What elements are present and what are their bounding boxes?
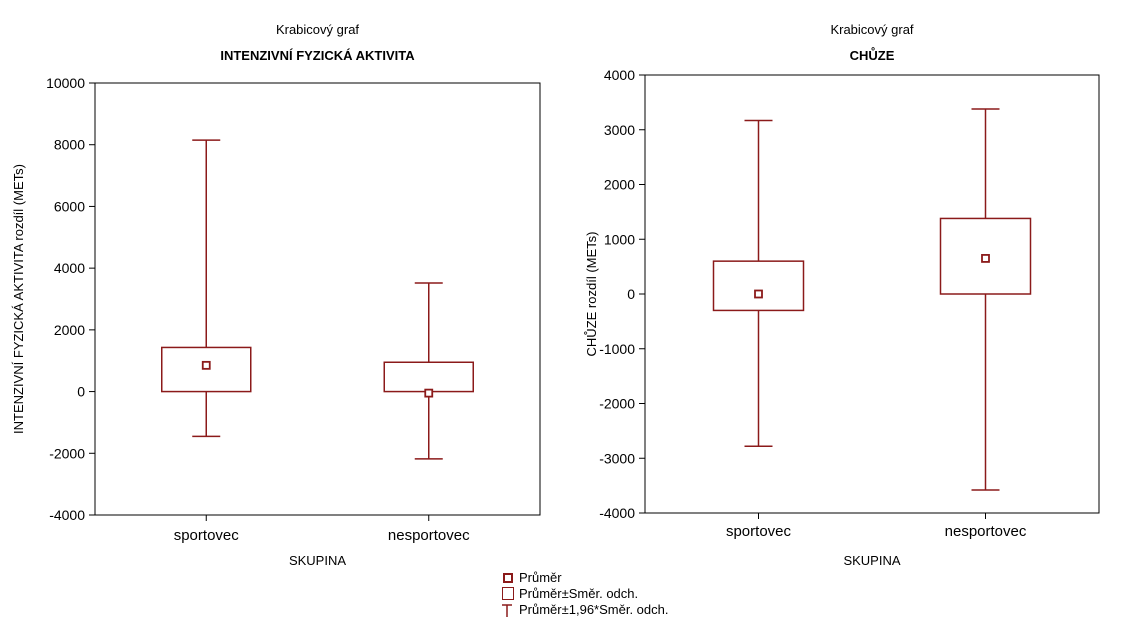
chart-subtitle: CHŮZE <box>850 47 895 63</box>
mean-marker-icon <box>500 571 514 585</box>
y-tick-label: 6000 <box>54 198 85 214</box>
y-tick-label: 4000 <box>54 260 85 276</box>
y-tick-label: -3000 <box>599 450 635 466</box>
legend-label-box: Průměr±Směr. odch. <box>519 586 639 601</box>
y-axis-label: CHŮZE rozdíl (METs) <box>584 232 599 357</box>
legend-label-whisker: Průměr±1,96*Směr. odch. <box>519 602 669 617</box>
mean-marker <box>424 388 434 398</box>
y-tick-label: 0 <box>627 286 635 302</box>
legend-label-mean: Průměr <box>519 570 562 585</box>
y-tick-label: -1000 <box>599 341 635 357</box>
chart-subtitle: INTENZIVNÍ FYZICKÁ AKTIVITA <box>220 48 415 63</box>
chart-title: Krabicový graf <box>276 22 359 37</box>
y-tick-label: 3000 <box>604 122 635 138</box>
chart-title: Krabicový graf <box>830 22 913 37</box>
legend-item-box: Průměr±Směr. odch. <box>500 586 760 602</box>
mean-marker <box>754 289 763 299</box>
y-tick-label: -4000 <box>49 507 85 523</box>
whisker-icon <box>500 603 514 617</box>
legend: Průměr Průměr±Směr. odch. Průměr±1,96*Sm… <box>500 570 760 620</box>
x-tick-label: sportovec <box>174 527 240 544</box>
y-tick-label: -4000 <box>599 505 635 521</box>
y-tick-label: 10000 <box>46 75 85 91</box>
chart-panel-chuze: Krabicový graf CHŮZE -4000 -3000 -2000 -1000 0… <box>568 8 1108 610</box>
x-tick-label: nesportovec <box>945 523 1027 540</box>
y-tick-label: 0 <box>77 384 85 400</box>
plot-frame <box>94 82 541 516</box>
x-tick-label: sportovec <box>726 523 792 540</box>
y-tick-label: 4000 <box>604 67 635 83</box>
y-tick-label: 8000 <box>54 137 85 153</box>
mean-marker <box>981 254 990 263</box>
chart-panel-intenzivni: Krabicový graf INTENZIVNÍ FYZICKÁ AKTIVIT… <box>8 8 564 610</box>
box <box>939 217 1032 295</box>
x-axis-label: SKUPINA <box>843 553 900 568</box>
legend-item-whisker: Průměr±1,96*Směr. odch. <box>500 602 760 618</box>
x-axis-label: SKUPINA <box>289 553 346 568</box>
y-axis-label: INTENZIVNÍ FYZICKÁ AKTIVITA rozdíl (METs… <box>11 164 26 434</box>
chart-svg-chuze: Krabicový graf CHŮZE -4000 -3000 -2000 -1000 0… <box>584 22 1100 568</box>
y-tick-label: -2000 <box>599 396 635 412</box>
legend-item-mean: Průměr <box>500 570 760 586</box>
x-tick-label: nesportovec <box>388 527 470 544</box>
y-tick-label: -2000 <box>49 445 85 461</box>
box-icon <box>500 587 514 601</box>
box <box>712 260 805 312</box>
box <box>383 361 474 393</box>
y-tick-label: 2000 <box>54 322 85 338</box>
chart-svg-intenzivni: Krabicový graf INTENZIVNÍ FYZICKÁ AKTIVIT… <box>11 22 541 568</box>
y-tick-label: 1000 <box>604 231 635 247</box>
mean-marker <box>201 360 211 370</box>
y-tick-label: 2000 <box>604 177 635 193</box>
